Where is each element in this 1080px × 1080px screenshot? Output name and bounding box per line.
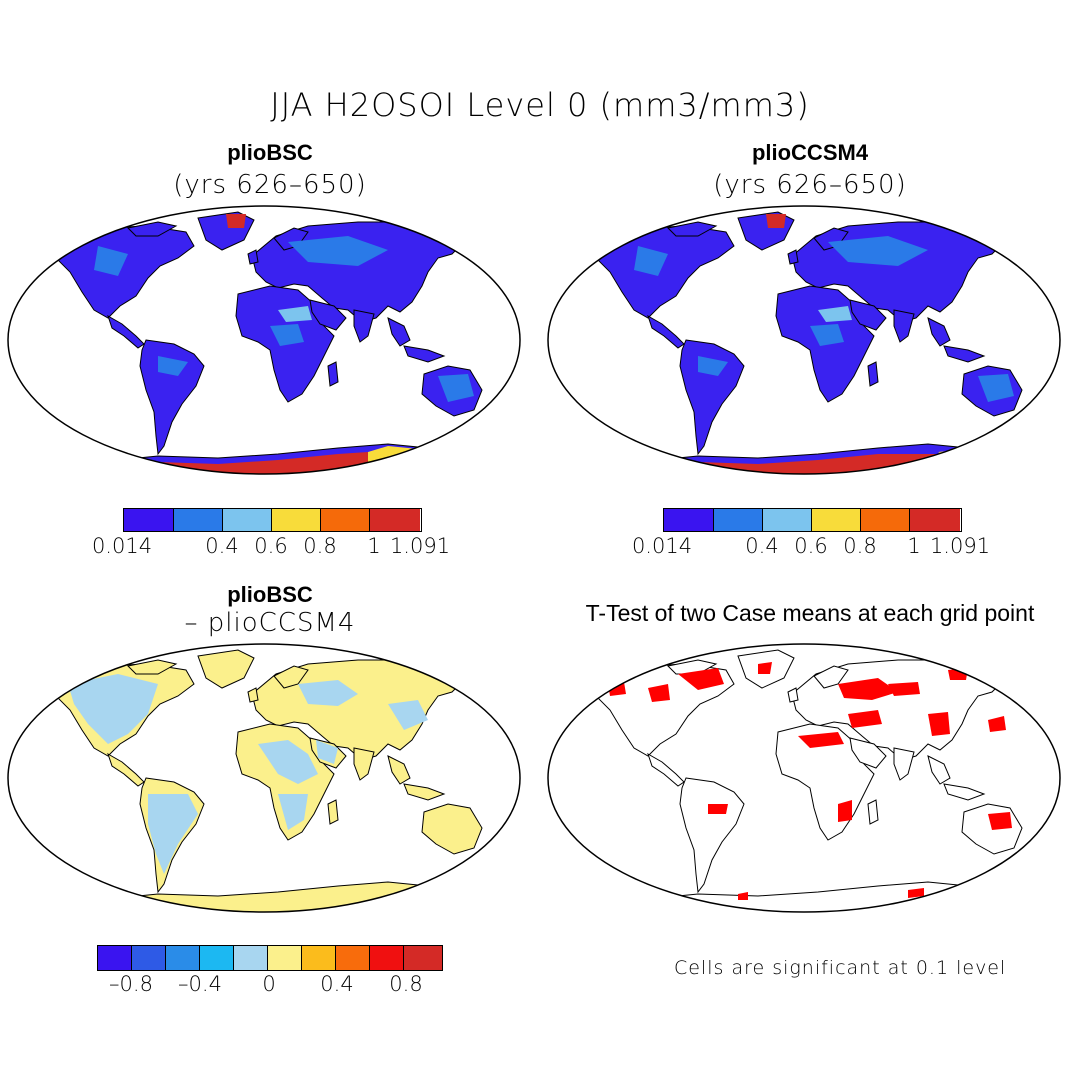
panel2-subtitle: (yrs 626–650) [713,170,907,200]
cbar3-tick: 0 [262,972,276,996]
cbar1-swatch [223,509,272,531]
cbar3-tick: –0.8 [109,972,153,996]
cbar1-tick: 0.014 [91,534,153,558]
cbar3-tick: 0.4 [320,972,354,996]
cbar2-swatch [763,509,812,531]
panel4-map [547,643,1061,913]
panel2-title: plioCCSM4 [751,140,869,165]
colorbar-abs-2 [663,508,962,532]
cbar3-swatch [132,946,166,970]
cbar1-tick: 1 [367,534,381,558]
panel1-title: plioBSC [227,140,313,165]
cbar2-tick: 0.4 [745,534,779,558]
cbar2-swatch [664,509,714,531]
cbar1-tick: 0.4 [205,534,239,558]
colorbar-diff [97,945,443,971]
cbar1-swatch [124,509,174,531]
cbar2-swatch [812,509,861,531]
cbar3-swatch [98,946,132,970]
panel4-title: T-Test of two Case means at each grid po… [585,600,1035,626]
cbar2-swatch [714,509,763,531]
cbar2-tick: 1.091 [929,534,991,558]
cbar3-swatch [234,946,268,970]
panel1-subtitle: (yrs 626–650) [173,170,367,200]
cbar2-swatch [861,509,910,531]
cbar3-swatch [370,946,404,970]
colorbar-abs-1 [123,508,422,532]
panel2-map [547,205,1061,475]
cbar3-swatch [336,946,370,970]
cbar1-tick: 0.8 [303,534,337,558]
cbar1-swatch [321,509,370,531]
cbar3-swatch [200,946,234,970]
panel3-subtitle: – plioCCSM4 [184,608,356,638]
cbar1-tick: 0.6 [254,534,288,558]
cbar3-swatch [302,946,336,970]
cbar2-swatch [910,509,960,531]
cbar3-tick: –0.4 [178,972,222,996]
panel3-title: plioBSC [227,582,313,607]
cbar3-swatch [268,946,302,970]
ttest-note: Cells are significant at 0.1 level [674,957,1007,979]
cbar1-tick: 1.091 [389,534,451,558]
cbar1-swatch [174,509,223,531]
figure-title: JJA H2OSOI Level 0 (mm3/mm3) [270,86,810,124]
cbar1-swatch [370,509,420,531]
panel3-map [7,643,521,913]
cbar3-swatch [404,946,442,970]
cbar3-tick: 0.8 [389,972,423,996]
panel1-map [7,205,521,475]
cbar1-swatch [272,509,321,531]
cbar2-tick: 1 [907,534,921,558]
cbar2-tick: 0.6 [794,534,828,558]
cbar3-swatch [166,946,200,970]
cbar2-tick: 0.014 [631,534,693,558]
cbar2-tick: 0.8 [843,534,877,558]
